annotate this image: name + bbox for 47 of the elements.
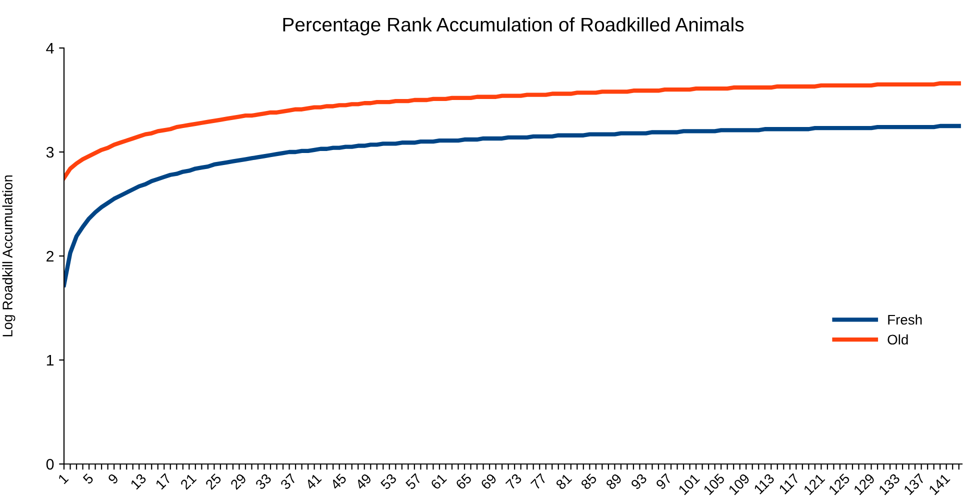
x-tick-label: 101: [678, 473, 700, 496]
x-tick-label: 29: [230, 473, 247, 490]
x-tick-label: 125: [828, 473, 850, 496]
x-tick-label: 1: [58, 473, 69, 484]
x-tick-label: 37: [280, 473, 297, 490]
x-tick-label: 85: [580, 473, 598, 490]
x-tick-label: 77: [530, 473, 548, 490]
line-series: [64, 124, 961, 288]
y-tick-label: 4: [46, 43, 54, 54]
legend-label: Fresh: [888, 314, 922, 325]
x-tick-label: 97: [655, 473, 672, 490]
x-tick-label: 109: [728, 473, 750, 496]
y-tick-label: 2: [46, 250, 54, 262]
x-tick-label: 17: [155, 473, 172, 490]
x-tick-label: 41: [304, 473, 322, 490]
y-axis-title: Log Roadkill Accumulation: [2, 175, 16, 336]
line-series: [64, 81, 961, 180]
x-tick-label: 113: [753, 473, 775, 494]
x-tick-label: 33: [254, 473, 272, 490]
x-tick-label: 5: [82, 473, 94, 485]
x-tick-label: 21: [180, 473, 197, 490]
x-tick-label: 65: [455, 473, 472, 490]
x-tick-label: 69: [480, 473, 498, 490]
y-tick-label: 3: [46, 146, 54, 158]
x-tick-label: 53: [380, 473, 398, 490]
x-tick-label: 89: [605, 473, 622, 490]
x-tick-label: 81: [555, 473, 572, 490]
x-tick-label: 105: [703, 473, 726, 496]
chart-title: Percentage Rank Accumulation of Roadkilled Animals: [283, 17, 744, 36]
y-tick-label: 1: [46, 355, 54, 366]
x-tick-label: 137: [903, 473, 926, 496]
x-tick-label: 121: [803, 473, 826, 496]
y-tick-label: 0: [46, 458, 54, 470]
x-tick-label: 141: [928, 473, 950, 496]
x-tick-label: 73: [505, 473, 522, 490]
x-tick-label: 25: [204, 473, 222, 490]
x-tick-label: 129: [853, 473, 876, 496]
x-tick-label: 9: [107, 473, 119, 485]
x-tick-label: 61: [430, 473, 448, 490]
x-tick-label: 57: [405, 473, 422, 490]
x-tick-label: 13: [130, 473, 147, 490]
x-tick-label: 49: [354, 473, 372, 490]
legend-label: Old: [888, 334, 908, 345]
x-tick-label: 45: [330, 473, 348, 490]
x-tick-label: 133: [878, 473, 900, 496]
x-tick-label: 117: [778, 473, 800, 494]
x-tick-label: 93: [630, 473, 648, 490]
